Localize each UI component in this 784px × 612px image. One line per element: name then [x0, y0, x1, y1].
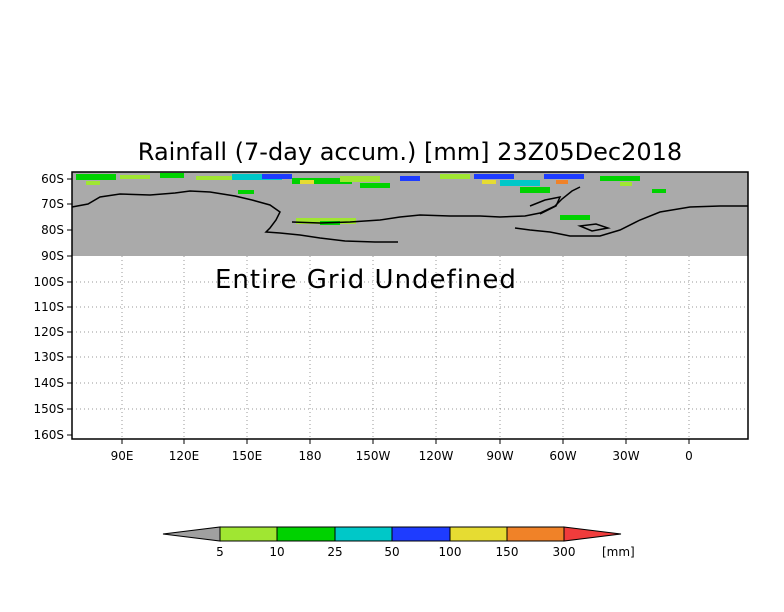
y-tick-label: 140S	[33, 376, 64, 390]
legend-bin	[391, 526, 451, 542]
y-tick-label: 90S	[41, 249, 64, 263]
legend-bin	[276, 526, 336, 542]
map-title: Rainfall (7-day accum.) [mm] 23Z05Dec201…	[138, 138, 682, 166]
color-legend	[162, 526, 622, 542]
legend-labels: 5 10 25 50 100 150 300 [mm]	[216, 545, 635, 559]
x-tick-label: 0	[685, 449, 693, 463]
legend-label: 100	[439, 545, 462, 559]
legend-unit: [mm]	[602, 545, 635, 559]
legend-bin	[449, 526, 508, 542]
y-tick-label: 110S	[33, 300, 64, 314]
legend-label: 300	[553, 545, 576, 559]
legend-label: 25	[327, 545, 342, 559]
y-tick-label: 120S	[33, 325, 64, 339]
undefined-region	[72, 172, 748, 256]
x-tick-label: 150W	[356, 449, 391, 463]
legend-label: 10	[269, 545, 284, 559]
legend-bin	[334, 526, 393, 542]
x-tick-label: 180	[299, 449, 322, 463]
x-axis	[121, 439, 690, 444]
legend-label: 50	[384, 545, 399, 559]
y-tick-label: 150S	[33, 402, 64, 416]
y-tick-label: 80S	[41, 223, 64, 237]
legend-below-triangle	[162, 526, 221, 542]
undefined-grid-label: Entire Grid Undefined	[215, 265, 517, 295]
x-tick-labels: 90E 120E 150E 180 150W 120W 90W 60W 30W …	[111, 449, 693, 463]
coastline	[71, 186, 748, 243]
x-tick-label: 90W	[486, 449, 513, 463]
legend-label: 150	[496, 545, 519, 559]
x-tick-label: 30W	[612, 449, 639, 463]
x-tick-label: 60W	[549, 449, 576, 463]
x-tick-label: 120E	[169, 449, 200, 463]
x-tick-label: 90E	[111, 449, 134, 463]
y-tick-label: 60S	[41, 172, 64, 186]
y-axis	[67, 178, 72, 436]
y-tick-label: 130S	[33, 350, 64, 364]
x-tick-label: 150E	[232, 449, 263, 463]
y-tick-label: 70S	[41, 197, 64, 211]
y-tick-labels: 60S 70S 80S 90S 100S 110S 120S 130S 140S…	[33, 172, 64, 442]
legend-bin	[219, 526, 278, 542]
legend-above-triangle	[563, 526, 622, 542]
x-tick-label: 120W	[419, 449, 454, 463]
y-tick-label: 160S	[33, 428, 64, 442]
plot-frame	[71, 171, 749, 440]
legend-bin	[506, 526, 565, 542]
grid-lines	[72, 256, 748, 439]
legend-label: 5	[216, 545, 224, 559]
y-tick-label: 100S	[33, 275, 64, 289]
